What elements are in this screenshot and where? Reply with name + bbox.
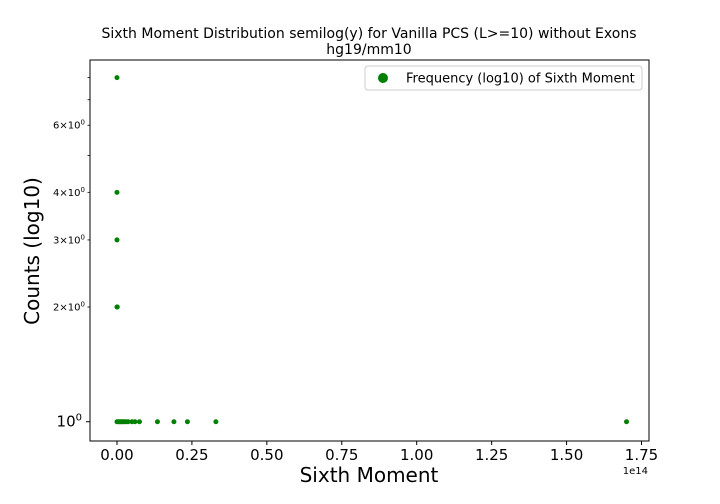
y-minor-tick-label: 6×100 (53, 119, 85, 132)
legend-label: Frequency (log10) of Sixth Moment (406, 72, 635, 87)
y-axis-label: Counts (log10) (20, 177, 44, 325)
data-point (114, 237, 120, 243)
data-point (154, 419, 160, 425)
y-tick-mantissa: 2 (53, 303, 59, 314)
x-tick-label: 1.00 (400, 446, 433, 464)
data-point (132, 419, 138, 425)
y-tick-exponent: 0 (81, 301, 85, 309)
x-axis-label: Sixth Moment (300, 463, 439, 487)
y-tick-times: × (59, 188, 67, 199)
y-minor-tick-label: 4×100 (53, 186, 85, 199)
y-tick-times: × (59, 235, 67, 246)
data-point (136, 419, 142, 425)
data-point (624, 419, 630, 425)
data-points (114, 75, 630, 425)
x-tick-label: 0.00 (100, 446, 133, 464)
x-tick-label: 1.50 (550, 446, 583, 464)
x-tick-label: 0.50 (250, 446, 283, 464)
y-tick-exponent: 0 (81, 119, 85, 127)
y-tick-base: 10 (68, 235, 81, 246)
y-tick-times: × (59, 303, 67, 314)
y-tick-base: 10 (68, 121, 81, 132)
y-tick-base: 10 (68, 188, 81, 199)
y-tick-exponent: 0 (81, 233, 85, 241)
x-tick-label: 0.25 (175, 446, 208, 464)
y-tick-exponent: 0 (76, 413, 82, 424)
y-tick-times: × (59, 121, 67, 132)
x-tick-label: 1.25 (475, 446, 508, 464)
x-tick-label: 1.75 (625, 446, 658, 464)
y-minor-tick-label: 3×100 (53, 233, 85, 246)
chart-title-line1: Sixth Moment Distribution semilog(y) for… (101, 26, 636, 42)
legend-marker (378, 73, 388, 83)
y-tick-mantissa: 6 (53, 121, 59, 132)
x-axis-offset-label: 1e14 (623, 466, 648, 477)
data-point (184, 419, 190, 425)
y-tick-exponent: 0 (81, 186, 85, 194)
data-point (114, 304, 120, 310)
data-point (114, 189, 120, 195)
data-point (171, 419, 177, 425)
y-tick-base: 10 (57, 413, 76, 431)
y-major-tick-label: 100 (57, 413, 82, 431)
legend-box (364, 65, 643, 91)
plot-area-frame (89, 59, 650, 442)
y-minor-tick-label: 2×100 (53, 301, 85, 314)
legend: Frequency (log10) of Sixth Moment (364, 65, 643, 91)
y-tick-base: 10 (68, 303, 81, 314)
chart-title-line2: hg19/mm10 (326, 42, 411, 58)
y-tick-mantissa: 3 (53, 235, 59, 246)
x-axis-ticks: 0.00 0.25 0.50 0.75 1.00 1.25 1.50 1.75 (100, 441, 658, 464)
x-tick-label: 0.75 (325, 446, 358, 464)
data-point (114, 75, 120, 81)
data-point (125, 419, 131, 425)
y-tick-mantissa: 4 (53, 188, 59, 199)
data-point (213, 419, 219, 425)
